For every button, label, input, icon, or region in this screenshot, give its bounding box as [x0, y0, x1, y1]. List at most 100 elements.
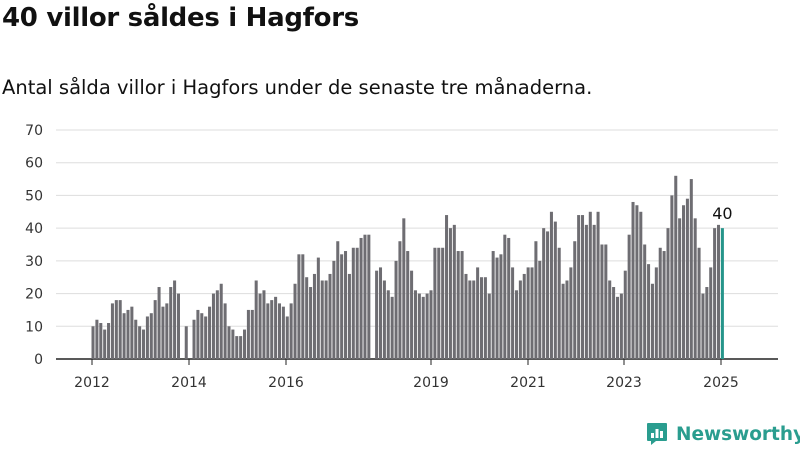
bar — [110, 303, 114, 359]
bar — [685, 198, 689, 359]
bar — [169, 287, 173, 359]
bar — [701, 293, 705, 359]
bar — [239, 336, 243, 359]
bar — [666, 228, 670, 359]
bar — [344, 251, 348, 359]
bar — [670, 195, 674, 359]
bar — [503, 234, 507, 359]
bar — [289, 303, 293, 359]
bar — [258, 293, 262, 359]
bar — [716, 224, 721, 359]
bar — [491, 251, 495, 359]
bar — [495, 257, 499, 359]
bar — [615, 296, 620, 359]
bar — [530, 267, 534, 359]
bar — [285, 316, 289, 359]
bar — [332, 260, 336, 359]
bar — [650, 283, 654, 359]
bar — [301, 254, 305, 359]
bar — [145, 316, 149, 359]
bar — [243, 329, 247, 359]
brand-logo: Newsworthy — [646, 420, 800, 448]
bar — [153, 300, 157, 359]
bar — [635, 205, 639, 359]
bar — [421, 296, 425, 359]
bar — [654, 267, 658, 359]
bar — [713, 228, 717, 359]
bar — [553, 221, 557, 359]
bar — [266, 303, 270, 359]
bar — [549, 211, 553, 359]
bar — [215, 290, 219, 359]
bar — [142, 329, 146, 359]
bar — [476, 267, 480, 359]
bar — [682, 205, 686, 359]
bar — [658, 247, 662, 359]
bar — [297, 254, 301, 359]
bar — [425, 293, 429, 359]
bar — [410, 270, 414, 359]
bar — [596, 211, 600, 359]
bar — [386, 290, 390, 359]
bar — [647, 264, 651, 359]
bar — [402, 218, 406, 359]
x-tick-label: 2019 — [413, 375, 449, 391]
bar — [577, 215, 581, 359]
bar — [293, 283, 297, 359]
bar — [398, 241, 402, 359]
bar — [600, 244, 604, 359]
bar — [662, 251, 666, 359]
bar — [511, 267, 515, 359]
bar — [413, 290, 417, 359]
bar — [227, 326, 231, 359]
bar — [639, 211, 643, 359]
bar — [246, 309, 250, 359]
bar — [522, 273, 526, 359]
bar — [460, 251, 464, 359]
bar — [487, 293, 491, 359]
bar — [138, 326, 142, 359]
bar — [429, 290, 433, 359]
bar — [390, 296, 394, 359]
bar — [107, 323, 111, 359]
bar — [678, 218, 682, 359]
bar — [320, 280, 324, 359]
chart-subtitle: Antal sålda villor i Hagfors under de se… — [2, 76, 593, 99]
data-label: 40 — [712, 204, 732, 223]
bar — [196, 309, 200, 359]
bar — [608, 280, 612, 359]
bar — [126, 309, 130, 359]
bar — [281, 306, 285, 359]
bar — [480, 277, 484, 359]
bar — [674, 175, 678, 359]
bar — [697, 247, 701, 359]
bar — [382, 280, 386, 359]
bar — [114, 300, 118, 359]
bar — [538, 260, 542, 359]
chart-title: 40 villor såldes i Hagfors — [2, 3, 359, 33]
bar — [254, 280, 258, 359]
y-tick-label: 50 — [25, 188, 43, 204]
bar — [149, 313, 153, 359]
bar — [250, 309, 254, 359]
bar — [274, 296, 278, 359]
bar — [161, 306, 165, 359]
bar — [355, 247, 359, 359]
y-tick-label: 0 — [34, 352, 43, 368]
bar — [204, 316, 208, 359]
bar — [309, 287, 313, 359]
bar — [448, 228, 452, 359]
bar — [561, 283, 565, 359]
bar — [192, 319, 196, 359]
y-tick-label: 40 — [25, 221, 43, 237]
y-tick-label: 10 — [25, 319, 43, 335]
bar — [709, 267, 713, 359]
bar — [693, 218, 697, 359]
bar — [464, 273, 468, 359]
y-tick-label: 30 — [25, 254, 43, 270]
bar — [619, 293, 623, 359]
bar — [103, 329, 107, 359]
bar — [394, 260, 398, 359]
bar — [588, 211, 592, 359]
bar — [643, 244, 647, 359]
